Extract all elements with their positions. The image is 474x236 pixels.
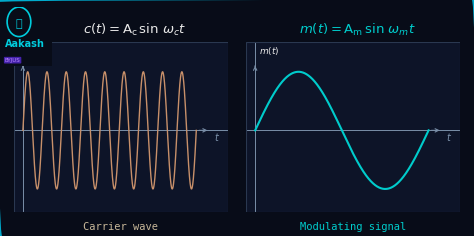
Text: $c(t) = \mathrm{A_c}\,\sin\,\omega_c t$: $c(t) = \mathrm{A_c}\,\sin\,\omega_c t$ [83, 22, 187, 38]
Text: $m(t)$: $m(t)$ [259, 45, 279, 57]
Text: $m(t) = \mathrm{A_m}\,\sin\,\omega_m t$: $m(t) = \mathrm{A_m}\,\sin\,\omega_m t$ [300, 22, 416, 38]
Text: $c(t)$: $c(t)$ [27, 45, 43, 57]
Text: $t$: $t$ [446, 131, 452, 143]
Text: $t$: $t$ [214, 131, 220, 143]
Text: Ⓐ: Ⓐ [16, 19, 22, 29]
Bar [246, 42, 460, 212]
Text: Carrier wave: Carrier wave [83, 223, 158, 232]
Text: Aakash: Aakash [5, 39, 45, 49]
Text: Modulating signal: Modulating signal [300, 223, 406, 232]
Text: BYJUS: BYJUS [5, 58, 20, 63]
Bar [14, 42, 228, 212]
